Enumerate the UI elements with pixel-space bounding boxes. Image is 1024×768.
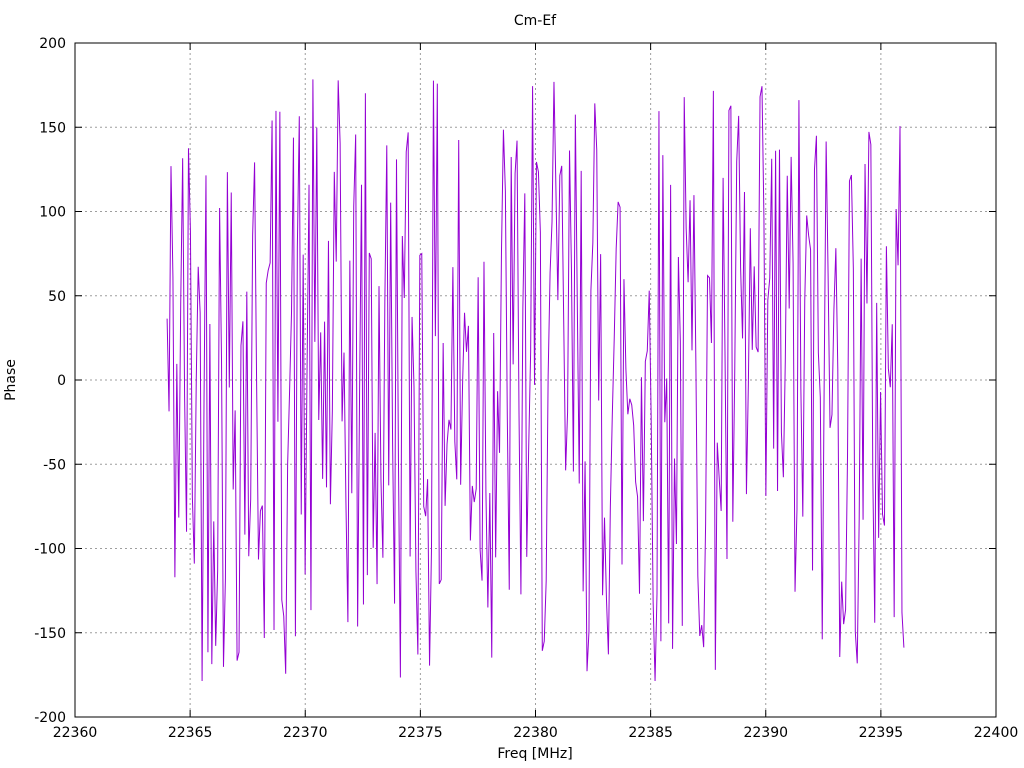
tick-labels: 22360 22365 22370 22375 22380 22385 22390 22395…	[34, 36, 1018, 741]
y-tick-label: -50	[43, 457, 66, 473]
y-tick-label: -100	[34, 542, 66, 558]
x-tick-label: 22370	[283, 725, 328, 741]
y-tick-label: -200	[34, 710, 66, 726]
y-tick-label: 0	[57, 373, 66, 389]
x-tick-label: 22395	[859, 725, 904, 741]
x-axis-label: Freq [MHz]	[497, 746, 572, 762]
y-tick-label: 50	[48, 289, 66, 305]
x-tick-label: 22390	[743, 725, 788, 741]
y-tick-label: 100	[39, 205, 66, 221]
x-tick-label: 22380	[513, 725, 558, 741]
x-tick-label: 22385	[628, 725, 673, 741]
y-tick-label: 150	[39, 120, 66, 136]
y-tick-label: 200	[39, 36, 66, 52]
phase-trace	[166, 79, 905, 682]
data-series	[166, 79, 905, 682]
x-tick-label: 22365	[168, 725, 213, 741]
x-tick-label: 22375	[398, 725, 443, 741]
chart-title: Cm-Ef	[514, 13, 557, 29]
y-tick-label: -150	[34, 626, 66, 642]
x-tick-label: 22360	[53, 725, 98, 741]
x-tick-label: 22400	[974, 725, 1019, 741]
plot-frame	[74, 42, 997, 718]
y-axis-label: Phase	[3, 359, 19, 401]
